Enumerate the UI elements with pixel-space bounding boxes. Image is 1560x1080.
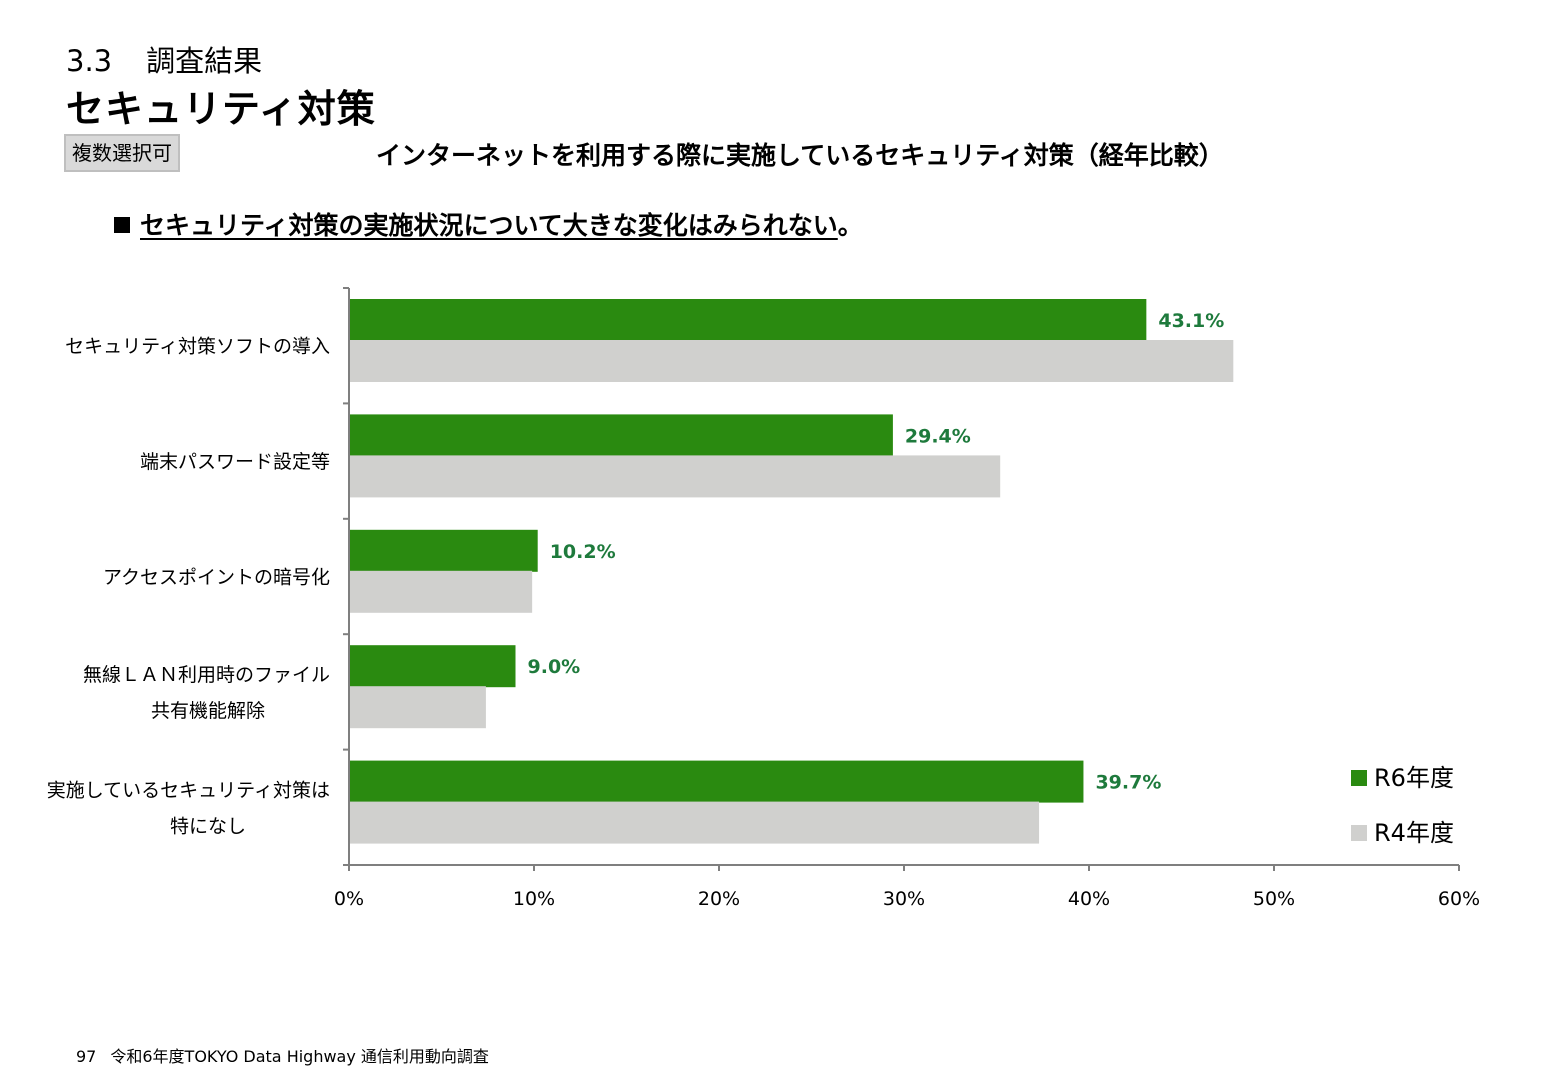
category-label: 端末パスワード設定等	[140, 451, 330, 473]
x-tick-label: 0%	[334, 888, 364, 910]
legend-swatch	[1351, 825, 1367, 841]
x-tick-label: 40%	[1068, 888, 1110, 910]
headline-end: 。	[837, 211, 863, 240]
data-label: 9.0%	[528, 656, 581, 678]
legend-label: R6年度	[1374, 764, 1454, 792]
bar-r6	[349, 529, 538, 572]
category-label: セキュリティ対策ソフトの導入	[65, 336, 330, 358]
data-label: 10.2%	[550, 541, 616, 563]
bar-r4	[349, 686, 486, 729]
bar-r6	[349, 645, 516, 688]
x-tick-label: 20%	[698, 888, 740, 910]
bar-r6	[349, 299, 1147, 341]
headline: セキュリティ対策の実施状況について大きな変化はみられない。	[114, 206, 863, 242]
bar-r4	[349, 570, 533, 613]
bar-r6	[349, 760, 1084, 803]
category-label: 実施しているセキュリティ対策は	[47, 779, 330, 801]
legend-label: R4年度	[1374, 819, 1454, 847]
section-label: 調査結果	[146, 44, 263, 78]
bar-r6	[349, 414, 893, 457]
multi-select-tag: 複数選択可	[64, 134, 180, 172]
category-label: アクセスポイントの暗号化	[103, 567, 330, 589]
chart-title: インターネットを利用する際に実施しているセキュリティ対策（経年比較）	[376, 141, 1224, 170]
data-label: 39.7%	[1095, 772, 1161, 794]
data-label: 43.1%	[1158, 310, 1224, 332]
category-label: 無線ＬＡＮ利用時のファイル	[83, 664, 330, 686]
bar-r4	[349, 455, 1001, 498]
square-bullet-icon	[114, 217, 130, 233]
category-label: 共有機能解除	[151, 700, 265, 722]
x-tick-label: 10%	[513, 888, 555, 910]
category-label: 特になし	[170, 815, 246, 837]
x-tick-label: 50%	[1253, 888, 1295, 910]
footer: 97 令和6年度TOKYO Data Highway 通信利用動向調査	[76, 1043, 489, 1067]
headline-text: セキュリティ対策の実施状況について大きな変化はみられない	[140, 211, 838, 240]
bar-r4	[349, 801, 1040, 844]
x-tick-label: 60%	[1438, 888, 1480, 910]
x-tick-label: 30%	[883, 888, 925, 910]
footer-source: 令和6年度TOKYO Data Highway 通信利用動向調査	[110, 1047, 489, 1066]
data-label: 29.4%	[905, 425, 971, 447]
bar-r4	[349, 340, 1234, 382]
page-title: セキュリティ対策	[66, 87, 376, 131]
page-number: 97	[76, 1047, 97, 1066]
legend-swatch	[1351, 770, 1367, 786]
section-number: 3.3	[66, 44, 113, 78]
section-heading: 3.3 調査結果	[66, 38, 262, 80]
